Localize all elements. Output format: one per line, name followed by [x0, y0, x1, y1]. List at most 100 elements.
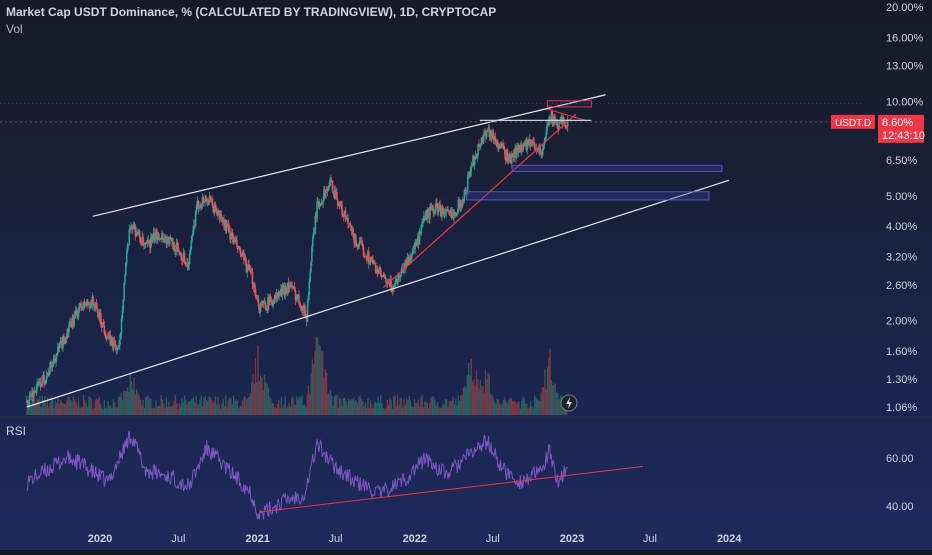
candle: [293, 286, 296, 291]
volume-bar: [502, 400, 505, 415]
candle: [435, 203, 437, 210]
volume-bar: [356, 402, 359, 415]
candle: [336, 199, 339, 206]
candle: [424, 212, 427, 218]
volume-bar: [480, 385, 483, 415]
volume-bar: [504, 397, 506, 415]
volume-bar: [156, 406, 158, 415]
volume-bar: [111, 408, 113, 415]
volume-bar: [49, 403, 51, 415]
candle: [37, 383, 39, 385]
candle: [314, 215, 317, 233]
candle: [131, 225, 133, 227]
trend-upper-short-line[interactable]: [547, 108, 586, 121]
candle: [216, 213, 218, 216]
candle: [467, 173, 470, 176]
candle: [204, 198, 206, 202]
volume-bar: [486, 379, 488, 415]
rsi-trend-line[interactable]: [259, 465, 644, 513]
candle: [476, 155, 479, 159]
zone-rect[interactable]: [465, 191, 710, 201]
y-tick-label: 4.00%: [886, 221, 917, 233]
candle: [335, 191, 337, 199]
volume-bar: [470, 358, 472, 415]
candle: [432, 208, 435, 214]
volume-bar: [292, 396, 294, 415]
volume-bar: [354, 401, 356, 415]
candle: [168, 237, 171, 245]
candle: [429, 207, 431, 219]
candle: [278, 291, 280, 296]
volume-bar: [342, 398, 345, 415]
candle: [120, 318, 123, 334]
candle: [559, 119, 561, 123]
volume-bar: [550, 380, 553, 415]
volume-bar: [380, 395, 382, 415]
candle: [560, 117, 562, 120]
candle: [148, 239, 150, 245]
candle: [490, 129, 492, 139]
candle: [351, 228, 354, 231]
candle: [183, 252, 186, 264]
candle: [29, 395, 32, 397]
volume-bar: [542, 387, 545, 415]
volume-bar: [214, 396, 217, 415]
volume-bar: [302, 405, 304, 415]
volume-bar: [539, 400, 541, 415]
candle: [128, 229, 131, 245]
candle: [538, 146, 541, 151]
candle: [75, 309, 78, 314]
candle: [168, 237, 170, 245]
candle: [237, 247, 239, 250]
candle: [240, 254, 243, 256]
candle: [338, 202, 341, 206]
zone-rect[interactable]: [511, 164, 723, 172]
candle: [433, 212, 435, 214]
candle: [529, 139, 532, 146]
candle: [217, 210, 219, 216]
volume-bar: [222, 399, 224, 415]
volume-bar: [360, 398, 363, 415]
candle: [141, 236, 144, 245]
y-tick-label: 20.00%: [886, 2, 924, 14]
candle: [243, 253, 245, 261]
volume-bar: [509, 397, 511, 415]
candle: [520, 145, 522, 153]
volume-bar: [107, 401, 109, 415]
volume-bar: [168, 401, 170, 415]
volume-bar: [219, 408, 222, 415]
x-tick-label: Jul: [171, 533, 185, 545]
volume-bar: [188, 401, 191, 415]
volume-bar: [344, 397, 346, 415]
candle: [100, 323, 103, 328]
zone-rect[interactable]: [546, 100, 592, 108]
candle: [229, 231, 231, 240]
y-tick-label: 1.30%: [886, 374, 917, 386]
candle: [534, 143, 536, 151]
replay-icon[interactable]: [560, 394, 578, 412]
candle: [545, 131, 547, 138]
volume-bar: [323, 377, 325, 415]
volume-bar: [93, 407, 95, 415]
trend-support-line[interactable]: [382, 113, 577, 288]
volume-bar: [271, 402, 273, 415]
candle: [461, 199, 464, 206]
candle: [63, 341, 66, 344]
channel-lower-line[interactable]: [26, 179, 729, 408]
candle: [114, 344, 117, 347]
volume-bar: [495, 404, 497, 415]
volume-bar: [439, 408, 441, 415]
volume-bar: [403, 398, 405, 415]
candle: [417, 236, 420, 245]
candle: [506, 149, 509, 161]
candle: [320, 203, 323, 206]
volume-bar: [462, 387, 465, 415]
candle: [469, 171, 472, 176]
candle: [437, 207, 440, 213]
volume-bar: [36, 399, 38, 415]
candle: [39, 382, 42, 387]
channel-upper-line[interactable]: [92, 94, 606, 217]
candle: [477, 143, 479, 156]
